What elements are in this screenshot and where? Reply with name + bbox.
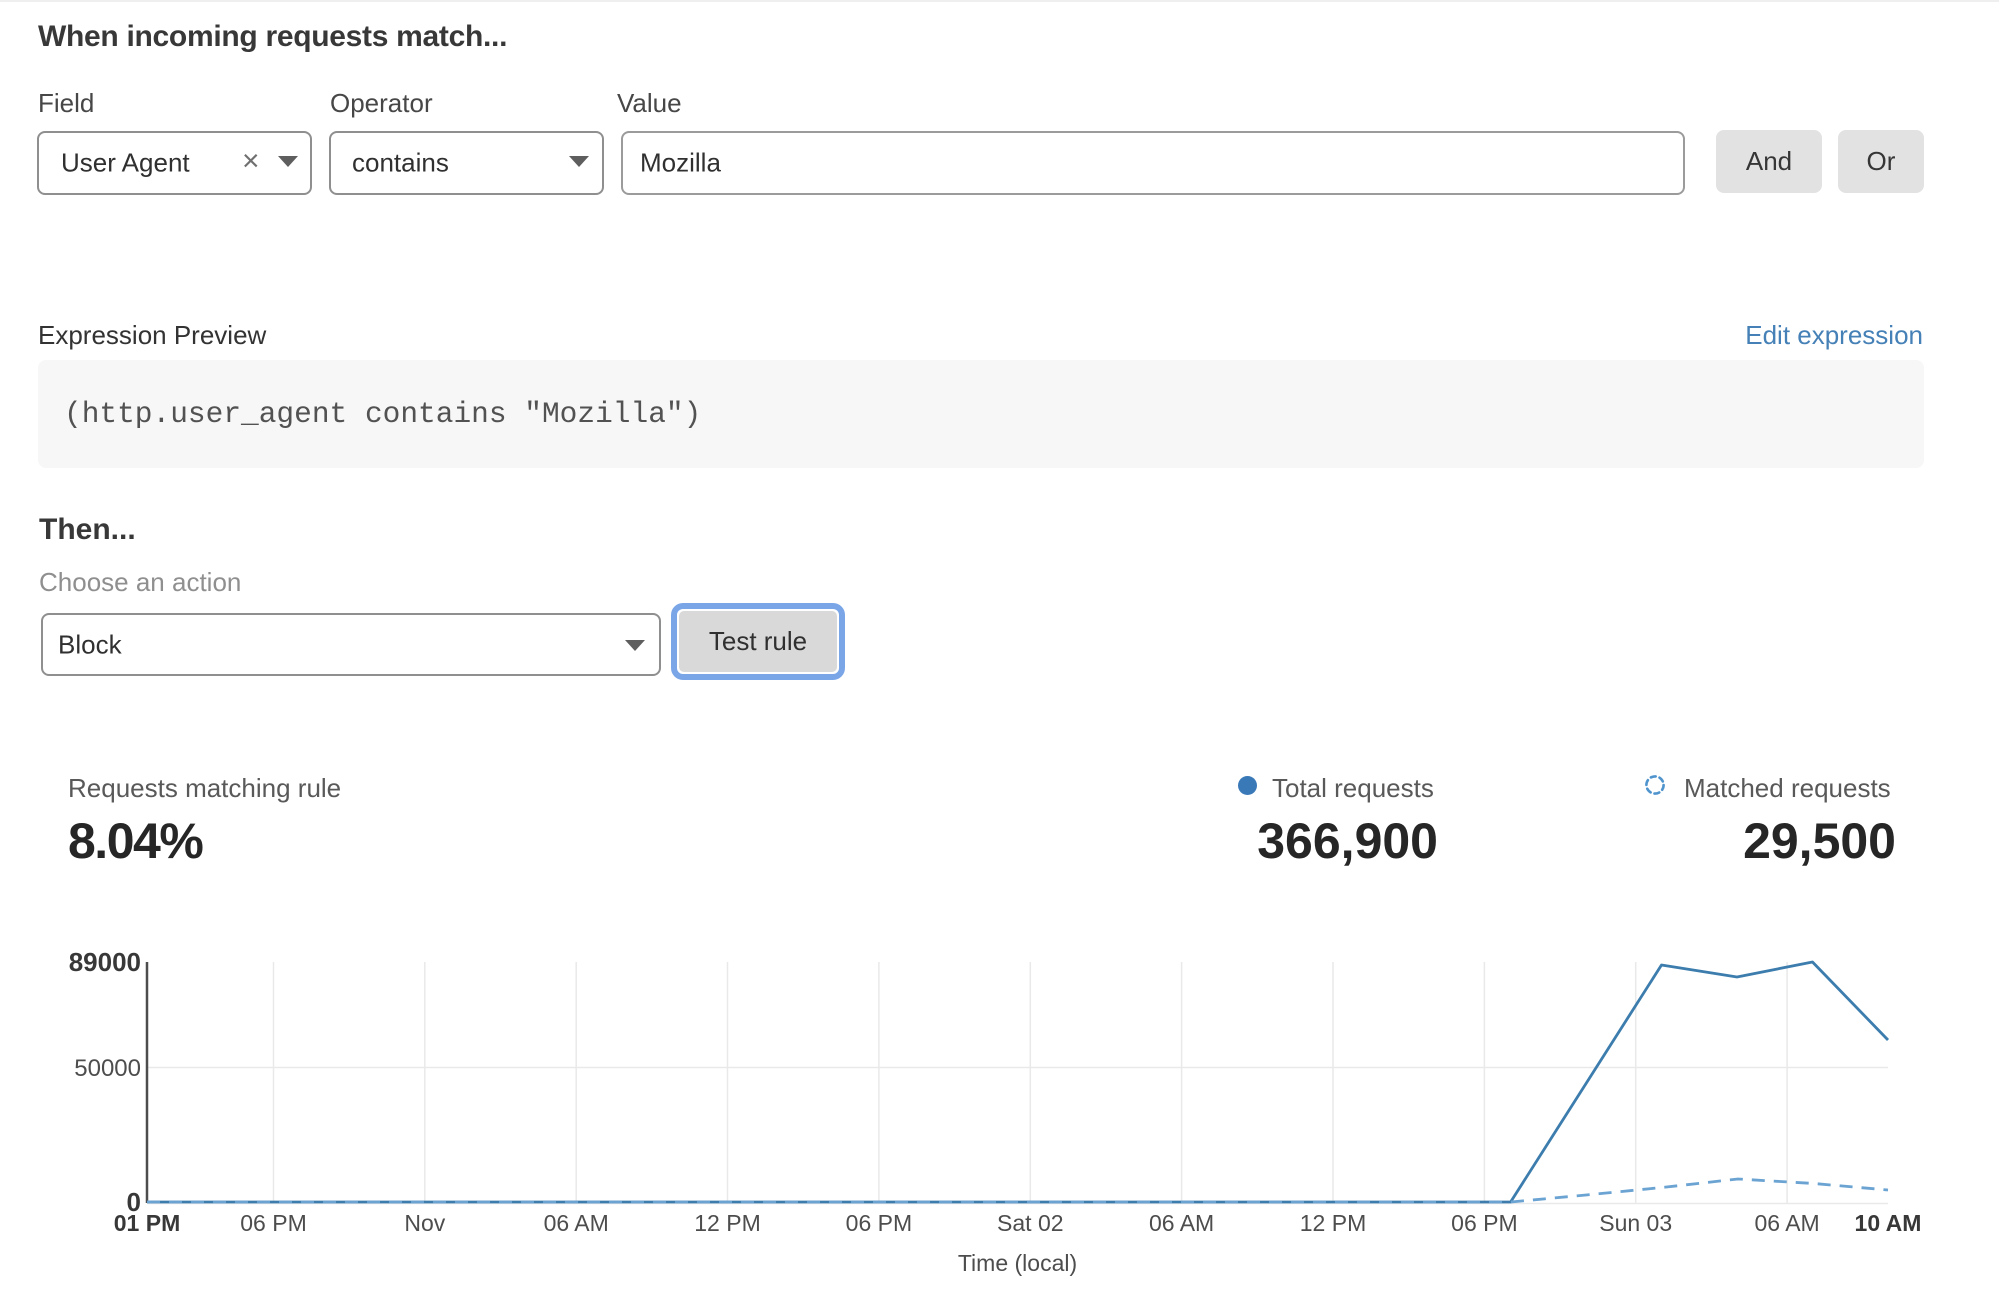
- svg-text:06 AM: 06 AM: [544, 1210, 609, 1236]
- svg-text:12 PM: 12 PM: [1300, 1210, 1366, 1236]
- svg-text:Nov: Nov: [404, 1210, 445, 1236]
- svg-text:06 PM: 06 PM: [240, 1210, 306, 1236]
- svg-text:Sat 02: Sat 02: [997, 1210, 1064, 1236]
- svg-text:06 PM: 06 PM: [1451, 1210, 1517, 1236]
- svg-text:Time (local): Time (local): [958, 1250, 1077, 1276]
- svg-text:Sun 03: Sun 03: [1599, 1210, 1672, 1236]
- svg-text:06 PM: 06 PM: [846, 1210, 912, 1236]
- svg-text:50000: 50000: [74, 1055, 141, 1082]
- svg-text:06 AM: 06 AM: [1754, 1210, 1819, 1236]
- svg-text:12 PM: 12 PM: [694, 1210, 760, 1236]
- svg-text:0: 0: [127, 1187, 141, 1217]
- svg-text:89000: 89000: [69, 947, 141, 977]
- svg-text:06 AM: 06 AM: [1149, 1210, 1214, 1236]
- svg-text:10 AM: 10 AM: [1855, 1210, 1922, 1236]
- svg-text:01 PM: 01 PM: [114, 1210, 180, 1236]
